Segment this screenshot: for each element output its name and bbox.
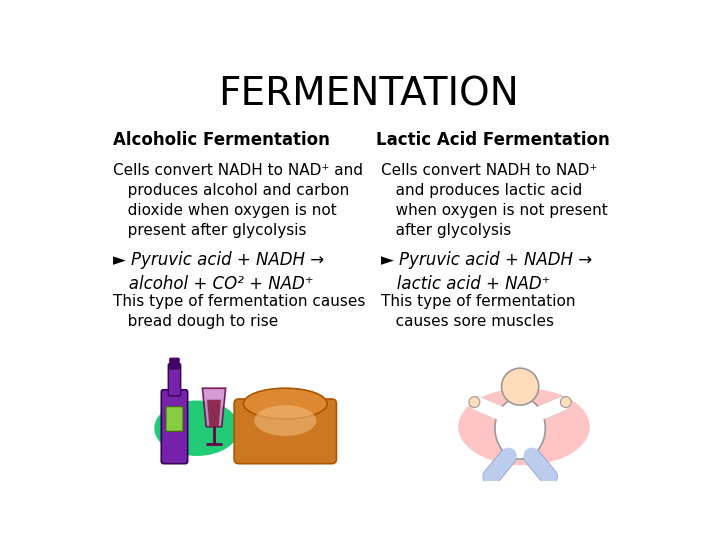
FancyBboxPatch shape bbox=[168, 363, 181, 396]
FancyBboxPatch shape bbox=[166, 407, 183, 431]
Text: ► Pyruvic acid + NADH →
   lactic acid + NAD⁺: ► Pyruvic acid + NADH → lactic acid + NA… bbox=[381, 251, 592, 293]
Text: FERMENTATION: FERMENTATION bbox=[219, 75, 519, 113]
Text: ► Pyruvic acid + NADH →
   alcohol + CO² + NAD⁺: ► Pyruvic acid + NADH → alcohol + CO² + … bbox=[113, 251, 325, 293]
FancyBboxPatch shape bbox=[170, 358, 179, 369]
Text: This type of fermentation causes
   bread dough to rise: This type of fermentation causes bread d… bbox=[113, 294, 366, 329]
Text: Cells convert NADH to NAD⁺ and
   produces alcohol and carbon
   dioxide when ox: Cells convert NADH to NAD⁺ and produces … bbox=[113, 164, 364, 238]
Text: Lactic Acid Fermentation: Lactic Acid Fermentation bbox=[376, 131, 610, 149]
Circle shape bbox=[502, 368, 539, 405]
Ellipse shape bbox=[154, 401, 240, 456]
Ellipse shape bbox=[243, 388, 327, 419]
Circle shape bbox=[469, 397, 480, 408]
Polygon shape bbox=[202, 388, 225, 427]
Text: Alcoholic Fermentation: Alcoholic Fermentation bbox=[113, 131, 330, 149]
Ellipse shape bbox=[254, 405, 316, 436]
FancyBboxPatch shape bbox=[161, 390, 188, 464]
Circle shape bbox=[560, 397, 571, 408]
FancyBboxPatch shape bbox=[234, 399, 336, 464]
Polygon shape bbox=[207, 400, 221, 427]
Ellipse shape bbox=[495, 397, 545, 459]
Ellipse shape bbox=[458, 388, 590, 465]
Text: Cells convert NADH to NAD⁺
   and produces lactic acid
   when oxygen is not pre: Cells convert NADH to NAD⁺ and produces … bbox=[381, 164, 608, 238]
Text: This type of fermentation
   causes sore muscles: This type of fermentation causes sore mu… bbox=[381, 294, 575, 329]
